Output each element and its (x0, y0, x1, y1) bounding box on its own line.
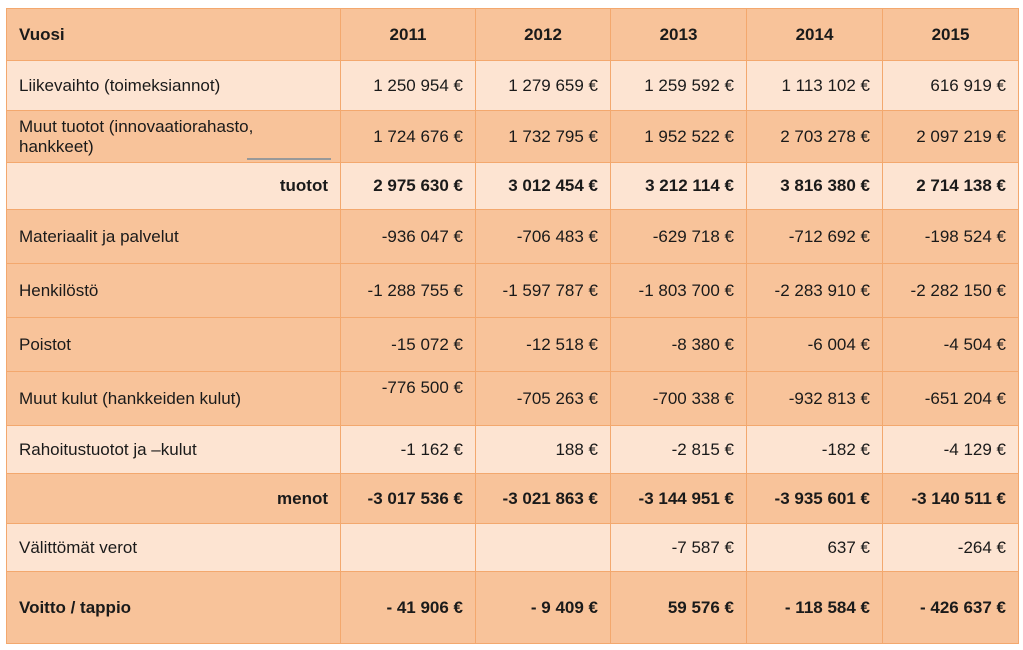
cell-value: -1 162 € (340, 425, 476, 474)
cell-value: 1 250 954 € (340, 60, 476, 111)
cell-value: -3 021 863 € (475, 473, 611, 524)
cell-value: - 9 409 € (475, 571, 611, 644)
cell-value: 3 012 454 € (475, 162, 611, 210)
header-year: 2014 (746, 8, 883, 61)
table-row: Muut tuotot (innovaatiorahasto, hankkeet… (6, 110, 1019, 163)
cell-value: -629 718 € (610, 209, 747, 264)
cell-value: - 118 584 € (746, 571, 883, 644)
row-label: menot (6, 473, 341, 524)
total-row: Voitto / tappio - 41 906 € - 9 409 € 59 … (6, 571, 1019, 644)
cell-value: -1 288 755 € (340, 263, 476, 318)
cell-value: -2 282 150 € (882, 263, 1019, 318)
table-row: Välittömät verot -7 587 € 637 € -264 € (6, 523, 1019, 572)
cell-value: -3 017 536 € (340, 473, 476, 524)
cell-value: 2 097 219 € (882, 110, 1019, 163)
cell-value: -3 935 601 € (746, 473, 883, 524)
cell-value: 2 703 278 € (746, 110, 883, 163)
cell-value: 1 113 102 € (746, 60, 883, 111)
cell-value: -8 380 € (610, 317, 747, 372)
cell-value: 59 576 € (610, 571, 747, 644)
financial-table: Vuosi 2011 2012 2013 2014 2015 Liikevaih… (6, 8, 1019, 644)
row-label: Rahoitustuotot ja –kulut (6, 425, 341, 474)
cell-value (475, 523, 611, 572)
table-row: Poistot -15 072 € -12 518 € -8 380 € -6 … (6, 317, 1019, 372)
header-year: 2015 (882, 8, 1019, 61)
table-row: Materiaalit ja palvelut -936 047 € -706 … (6, 209, 1019, 264)
cell-value: 188 € (475, 425, 611, 474)
table-row: Muut kulut (hankkeiden kulut) -776 500 €… (6, 371, 1019, 426)
cell-value: -706 483 € (475, 209, 611, 264)
cell-value: -182 € (746, 425, 883, 474)
header-label: Vuosi (6, 8, 341, 61)
cell-value: 2 714 138 € (882, 162, 1019, 210)
cell-value: -7 587 € (610, 523, 747, 572)
subtotal-row: tuotot 2 975 630 € 3 012 454 € 3 212 114… (6, 162, 1019, 210)
cell-value: 1 952 522 € (610, 110, 747, 163)
row-label: Materiaalit ja palvelut (6, 209, 341, 264)
header-year: 2012 (475, 8, 611, 61)
cell-value: 2 975 630 € (340, 162, 476, 210)
cell-value: -12 518 € (475, 317, 611, 372)
row-label: Poistot (6, 317, 341, 372)
row-label: Muut tuotot (innovaatiorahasto, hankkeet… (6, 110, 341, 163)
cell-value: -1 803 700 € (610, 263, 747, 318)
cell-value: 1 259 592 € (610, 60, 747, 111)
row-label: Liikevaihto (toimeksiannot) (6, 60, 341, 111)
cell-value: 1 732 795 € (475, 110, 611, 163)
cell-value: 637 € (746, 523, 883, 572)
cell-value: -932 813 € (746, 371, 883, 426)
cell-value: 1 724 676 € (340, 110, 476, 163)
row-label-text: Muut tuotot (innovaatiorahasto, hankkeet… (19, 116, 254, 156)
cell-value: -651 204 € (882, 371, 1019, 426)
cell-value: -712 692 € (746, 209, 883, 264)
table-row: Henkilöstö -1 288 755 € -1 597 787 € -1 … (6, 263, 1019, 318)
cell-value: -936 047 € (340, 209, 476, 264)
scribble-mark (247, 158, 331, 160)
cell-value: -6 004 € (746, 317, 883, 372)
cell-value: -776 500 € (340, 371, 476, 426)
cell-value: - 426 637 € (882, 571, 1019, 644)
cell-value: -3 140 511 € (882, 473, 1019, 524)
cell-value: 1 279 659 € (475, 60, 611, 111)
cell-value: 616 919 € (882, 60, 1019, 111)
row-label: Henkilöstö (6, 263, 341, 318)
cell-value: -700 338 € (610, 371, 747, 426)
row-label: Voitto / tappio (6, 571, 341, 644)
subtotal-row: menot -3 017 536 € -3 021 863 € -3 144 9… (6, 473, 1019, 524)
cell-value: -1 597 787 € (475, 263, 611, 318)
row-label: Välittömät verot (6, 523, 341, 572)
cell-value: -4 504 € (882, 317, 1019, 372)
cell-value: -3 144 951 € (610, 473, 747, 524)
cell-value: 3 212 114 € (610, 162, 747, 210)
cell-value: -198 524 € (882, 209, 1019, 264)
cell-value: -15 072 € (340, 317, 476, 372)
cell-value: -4 129 € (882, 425, 1019, 474)
row-label: tuotot (6, 162, 341, 210)
cell-value (340, 523, 476, 572)
cell-value: - 41 906 € (340, 571, 476, 644)
header-year: 2013 (610, 8, 747, 61)
row-label: Muut kulut (hankkeiden kulut) (6, 371, 341, 426)
cell-value: -2 815 € (610, 425, 747, 474)
cell-value: 3 816 380 € (746, 162, 883, 210)
header-row: Vuosi 2011 2012 2013 2014 2015 (6, 8, 1019, 61)
cell-value: -705 263 € (475, 371, 611, 426)
cell-value: -264 € (882, 523, 1019, 572)
header-year: 2011 (340, 8, 476, 61)
table-row: Liikevaihto (toimeksiannot) 1 250 954 € … (6, 60, 1019, 111)
cell-value: -2 283 910 € (746, 263, 883, 318)
table-row: Rahoitustuotot ja –kulut -1 162 € 188 € … (6, 425, 1019, 474)
